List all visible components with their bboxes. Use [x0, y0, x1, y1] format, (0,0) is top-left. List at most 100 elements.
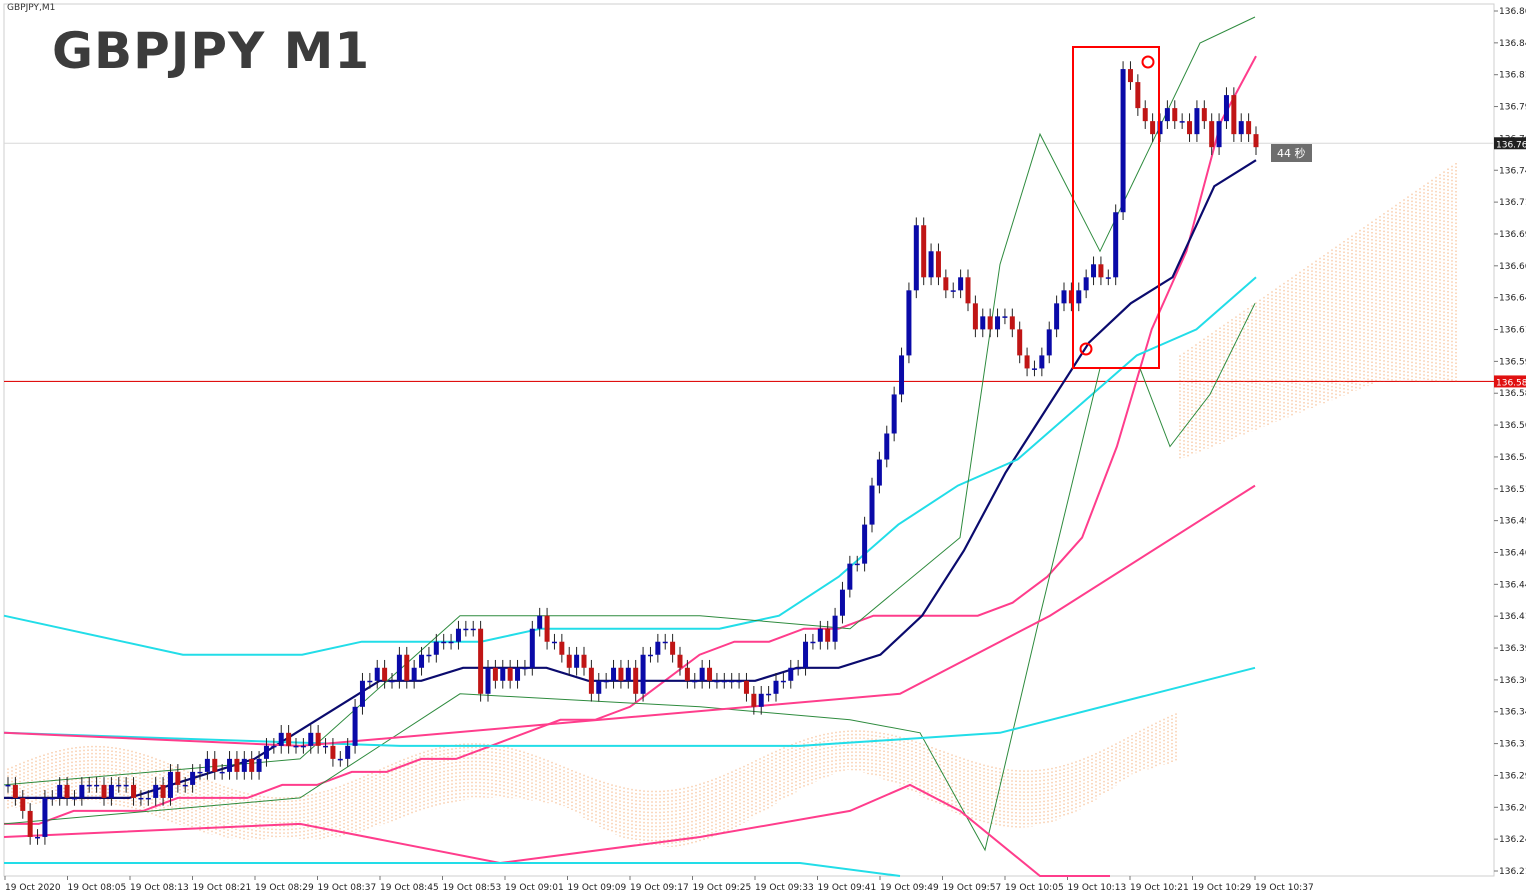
candle-body: [515, 667, 521, 681]
candle-body: [241, 758, 247, 772]
candle-body: [714, 680, 720, 683]
candle-body: [1172, 108, 1178, 122]
candle: [278, 725, 284, 754]
candle: [404, 646, 410, 689]
candle: [707, 659, 713, 689]
candle-body: [869, 485, 875, 525]
candle-body: [1223, 95, 1229, 122]
candle: [1194, 100, 1200, 142]
candle: [684, 659, 690, 689]
candle: [396, 646, 402, 689]
candle: [537, 607, 543, 637]
candle-body: [1150, 121, 1156, 135]
candle: [263, 738, 269, 767]
candle: [1083, 269, 1089, 299]
candle-body: [1216, 121, 1222, 148]
y-tick-label: 136.44: [1499, 580, 1526, 590]
candle: [640, 646, 646, 702]
candle-body: [382, 667, 388, 681]
candle-body: [116, 784, 122, 787]
candle-body: [854, 563, 860, 566]
candle-body: [411, 667, 417, 681]
candle-body: [611, 667, 617, 681]
candle: [1209, 113, 1215, 155]
candle-body: [618, 667, 624, 681]
candle: [1120, 61, 1126, 221]
y-tick-label: 136.59: [1499, 357, 1526, 367]
candle: [943, 269, 949, 299]
candle-body: [249, 758, 255, 772]
y-tick-label: 136.69: [1499, 230, 1526, 240]
candle: [1231, 87, 1237, 142]
y-tick-label: 136.26: [1499, 803, 1526, 813]
candle: [345, 738, 351, 767]
chart-title: GBPJPY M1: [52, 22, 371, 80]
x-tick-label: 19 Oct 09:25: [693, 883, 752, 893]
candle-body: [278, 732, 284, 746]
candle-body: [1179, 121, 1185, 123]
candle-body: [197, 771, 203, 774]
candle: [1142, 100, 1148, 129]
candle: [529, 620, 535, 676]
candle-body: [227, 758, 233, 772]
candle-body: [1135, 82, 1141, 109]
candle: [625, 659, 631, 689]
x-tick-label: 19 Oct 08:37: [318, 883, 377, 893]
x-tick-label: 19 Oct 08:21: [193, 883, 252, 893]
candle-body: [677, 654, 683, 668]
candle-body: [980, 316, 986, 330]
candle: [1002, 308, 1008, 325]
candle-body: [1209, 121, 1215, 148]
candle-body: [832, 615, 838, 642]
candle: [1068, 282, 1074, 312]
candle: [1164, 100, 1170, 129]
envelope-line: [3, 303, 1256, 852]
candle-body: [300, 745, 306, 748]
candle-body: [943, 277, 949, 291]
candle: [1187, 113, 1193, 142]
candle: [175, 764, 181, 793]
y-tick-label: 136.41: [1499, 612, 1526, 622]
candle: [204, 751, 210, 780]
candle-body: [330, 745, 336, 759]
candle: [1253, 126, 1259, 155]
candle: [1039, 347, 1045, 377]
y-tick-label: 136.49: [1499, 517, 1526, 527]
candle: [736, 672, 742, 689]
candle-body: [522, 667, 528, 670]
candle: [389, 672, 395, 689]
candle-body: [441, 641, 447, 644]
candle-body: [64, 784, 70, 798]
candle: [108, 777, 114, 806]
candle: [94, 777, 100, 793]
candle: [241, 751, 247, 780]
candle-body: [219, 771, 225, 774]
x-tick-label: 19 Oct 10:37: [1255, 883, 1314, 893]
y-tick-label: 136.86: [1499, 7, 1526, 17]
x-tick-label: 19 Oct 09:01: [505, 883, 564, 893]
hline-price-label: 136.58: [1496, 378, 1526, 388]
candle-body: [323, 745, 329, 748]
candle: [463, 620, 469, 637]
candle-body: [921, 225, 927, 278]
candle-body: [1083, 277, 1089, 291]
candle: [492, 659, 498, 689]
candle-body: [108, 784, 114, 798]
candle-body: [743, 680, 749, 694]
candle-body: [825, 628, 831, 642]
candle-body: [12, 784, 18, 798]
candle: [551, 633, 557, 650]
x-tick-label: 19 Oct 10:05: [1005, 883, 1064, 893]
candle-body: [153, 784, 159, 798]
y-tick-label: 136.61: [1499, 326, 1526, 336]
candle-body: [1142, 108, 1148, 122]
y-tick-label: 136.24: [1499, 835, 1526, 845]
candle: [677, 646, 683, 676]
candle-body: [256, 758, 262, 772]
candle: [847, 555, 853, 598]
candle: [485, 659, 491, 702]
candle: [965, 269, 971, 312]
candle: [116, 777, 122, 793]
candle-body: [35, 836, 41, 839]
